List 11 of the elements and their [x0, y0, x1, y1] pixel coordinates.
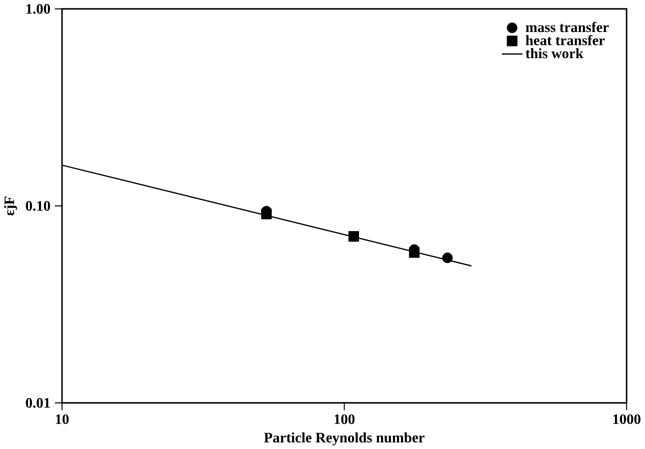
x-axis-title: Particle Reynolds number	[264, 432, 424, 446]
legend-label: this work	[526, 48, 584, 58]
x-tick-label: 1000	[613, 414, 640, 424]
legend-label: heat transfer	[526, 34, 605, 46]
y-tick-label: 1.00	[26, 4, 50, 14]
y-tick-label: 0.10	[26, 200, 50, 211]
y-axis-title: εjF	[4, 196, 18, 216]
legend-label: mass transfer	[526, 22, 609, 32]
x-tick-label: 10	[56, 414, 69, 424]
x-tick-label: 100	[334, 414, 355, 424]
y-tick-label: 0.01	[26, 398, 50, 408]
